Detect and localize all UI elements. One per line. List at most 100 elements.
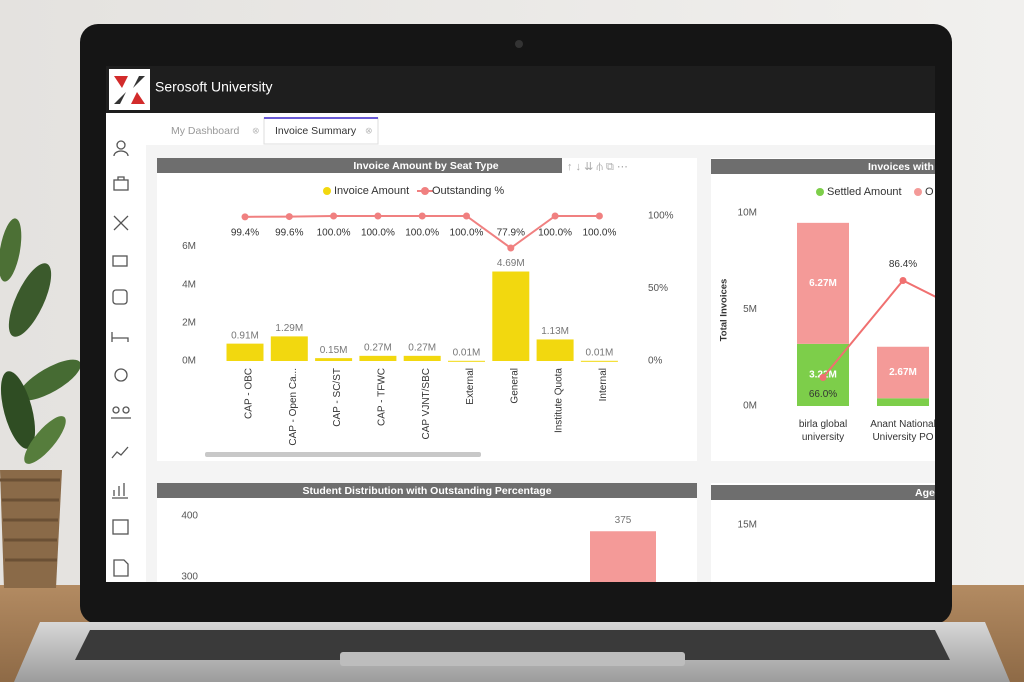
logo-mark: [114, 76, 145, 104]
bar: [403, 355, 441, 361]
data-label: 100.0%: [582, 228, 616, 239]
panel-title-bar: [157, 158, 562, 173]
panel-title: Age: [915, 487, 935, 499]
category-label: Anant National University PO: [870, 419, 936, 443]
panel-title-bar: [157, 483, 697, 498]
category-label-text: Anant National University PO: [870, 419, 936, 443]
legend-dot: [323, 187, 331, 195]
data-label: 1.29M: [275, 323, 303, 334]
tick-label: 0%: [648, 356, 663, 367]
data-label: 100.0%: [538, 228, 572, 239]
legend-dot: [421, 187, 429, 195]
bar-segment: [877, 398, 929, 406]
data-label: 0.91M: [231, 330, 259, 341]
line-point: [374, 212, 382, 220]
panel-toolbar[interactable]: ↑ ↓ ⇊ ⫛ ⧉ ⋯: [567, 161, 628, 173]
sidebar-icons[interactable]: [111, 140, 131, 577]
line-point: [330, 212, 338, 220]
tab[interactable]: My Dashboard: [171, 125, 239, 137]
category-label: CAP - SC/ST: [332, 368, 343, 427]
tick-label: 2M: [182, 317, 196, 328]
panel-title: Invoice Amount by Seat Type: [353, 160, 498, 172]
legend-dot: [914, 188, 922, 196]
line-point: [507, 244, 515, 252]
tick-label: 6M: [182, 241, 196, 252]
data-label: 375: [615, 515, 632, 526]
touchpad: [340, 652, 685, 666]
legend-label: O: [925, 186, 934, 198]
line-point: [595, 212, 603, 220]
tick-label: 5M: [743, 304, 757, 315]
legend-label: Outstanding %: [432, 185, 504, 197]
scrollbar[interactable]: [205, 452, 481, 457]
bar: [359, 355, 397, 361]
data-label: 6.27M: [809, 278, 837, 289]
line-point: [241, 213, 249, 221]
data-label: 4.69M: [497, 258, 525, 269]
category-label: Institute Quota: [554, 368, 565, 433]
line-point: [418, 212, 426, 220]
bar-segment: [797, 222, 849, 344]
line-point: [285, 213, 293, 221]
tick-label: 4M: [182, 279, 196, 290]
data-label: 77.9%: [497, 228, 525, 239]
data-label: 99.6%: [275, 228, 303, 239]
screen: Serosoft University My Dashboard ⊗ Invoi…: [106, 66, 936, 583]
bar: [590, 531, 656, 582]
tab-close[interactable]: ⊗: [365, 125, 373, 135]
tab[interactable]: Invoice Summary: [275, 125, 357, 137]
category-label: CAP - TFWC: [377, 368, 388, 426]
category-label: General: [509, 368, 520, 404]
tick-label: 50%: [648, 283, 668, 294]
data-label: 0.01M: [586, 347, 614, 358]
panel-title: Invoices with: [868, 161, 934, 173]
data-label: 100.0%: [317, 228, 351, 239]
tab-close[interactable]: ⊗: [252, 125, 260, 135]
panel-title: Student Distribution with Outstanding Pe…: [302, 485, 551, 497]
data-label: 0.27M: [364, 342, 392, 353]
data-label: 1.13M: [541, 326, 569, 337]
legend-dot: [816, 188, 824, 196]
tick-label: 0M: [182, 356, 196, 367]
webcam: [515, 40, 523, 48]
tick-label: 15M: [738, 520, 757, 531]
data-label: 2.67M: [889, 367, 917, 378]
bar: [580, 360, 618, 362]
category-label: External: [465, 368, 476, 405]
tick-label: 400: [181, 511, 198, 522]
bar: [492, 271, 530, 361]
data-label: 66.0%: [809, 389, 837, 400]
tick-label: 300: [181, 572, 198, 583]
panel-title-bar: [711, 485, 935, 500]
tab-active[interactable]: [263, 117, 379, 145]
bar: [448, 360, 485, 362]
tab-indicator: [264, 117, 378, 119]
category-label: CAP VJNT/SBC: [421, 368, 432, 440]
line-point: [819, 373, 827, 381]
bar: [315, 358, 353, 361]
data-label: 86.4%: [889, 259, 917, 270]
sidebar: [106, 113, 146, 582]
panel: [157, 158, 697, 461]
line-point: [899, 277, 907, 285]
bar: [536, 339, 574, 361]
legend-label: Invoice Amount: [334, 185, 409, 197]
line-point: [463, 212, 470, 220]
bar: [270, 336, 308, 361]
logo-mark: [114, 76, 145, 104]
app-title: Serosoft University: [155, 79, 272, 95]
axis-title: Total Invoices: [719, 279, 730, 342]
data-label: 100.0%: [361, 228, 395, 239]
data-label: 100.0%: [405, 228, 439, 239]
category-label: Internal: [598, 368, 609, 401]
plant: [0, 218, 81, 588]
data-label: 100.0%: [450, 228, 484, 239]
data-label: 0.15M: [320, 345, 348, 356]
data-label: 0.27M: [408, 342, 436, 353]
data-label: 99.4%: [231, 228, 259, 239]
legend-label: Settled Amount: [827, 186, 902, 198]
category-label-text: birla global university: [798, 419, 848, 443]
category-label: CAP - Open Ca...: [288, 368, 299, 446]
bar-segment: [877, 346, 929, 399]
